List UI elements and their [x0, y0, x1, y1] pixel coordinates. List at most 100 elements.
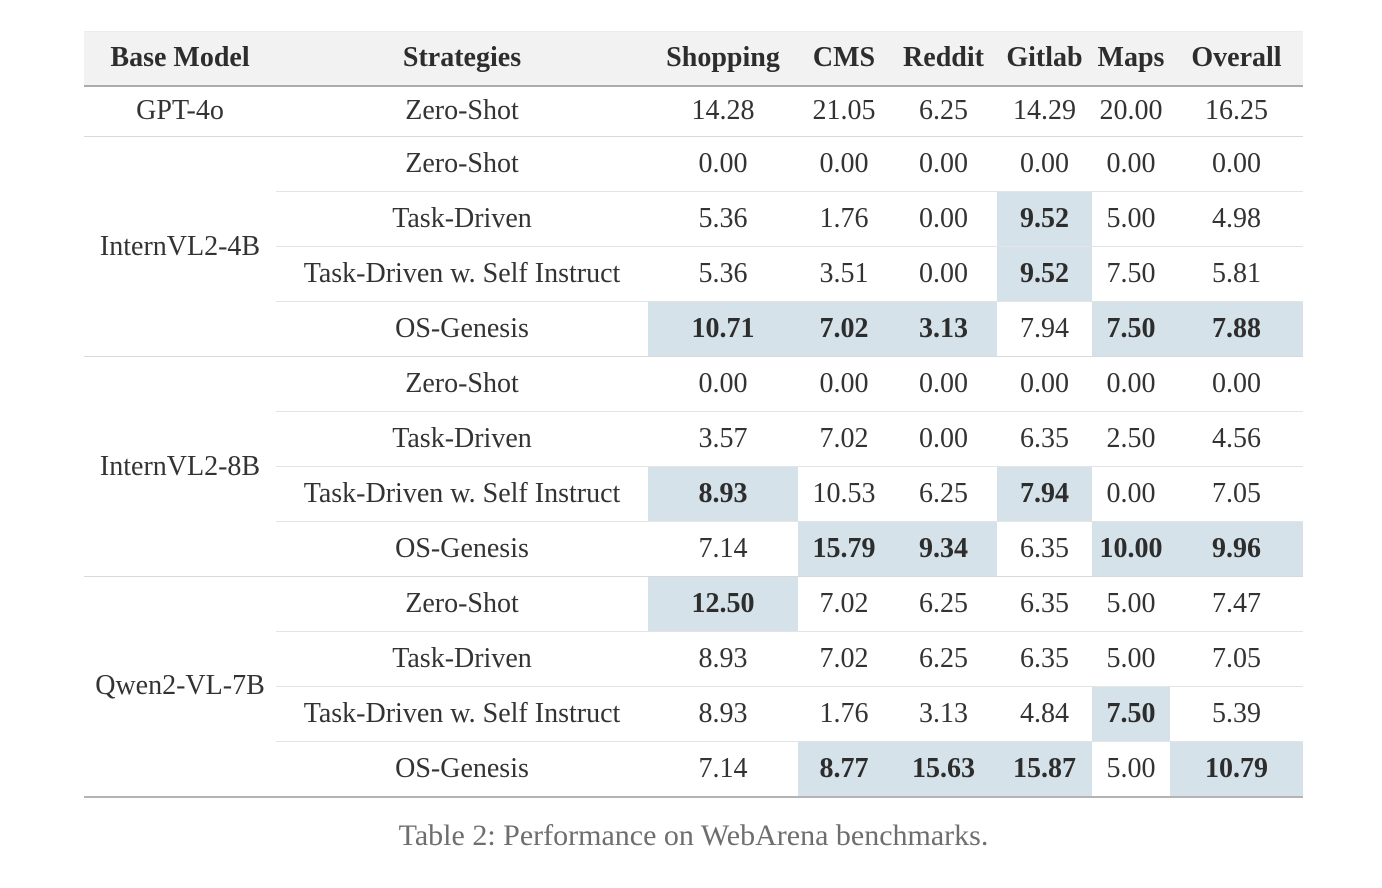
value-cell-best: 15.79 [798, 521, 890, 577]
value-cell: 0.00 [1170, 136, 1303, 192]
value-cell-best: 7.02 [798, 301, 890, 357]
value-cell-best: 15.87 [997, 741, 1092, 797]
model-cell-internvl2-4b: InternVL2-4B [84, 136, 276, 357]
value-cell: 7.47 [1170, 576, 1303, 632]
column-header-cms: CMS [798, 31, 890, 87]
value-cell-best: 9.52 [997, 246, 1092, 302]
value-cell: 6.35 [997, 411, 1092, 467]
value-cell-best: 7.50 [1092, 686, 1170, 742]
value-cell: 8.93 [648, 686, 798, 742]
value-cell-best: 10.71 [648, 301, 798, 357]
value-cell: 7.05 [1170, 466, 1303, 522]
value-cell: 7.94 [997, 301, 1092, 357]
results-table: Base Model Strategies Shopping CMS Reddit Git… [84, 31, 1303, 798]
value-cell: 0.00 [648, 136, 798, 192]
value-cell-best: 9.34 [890, 521, 997, 577]
value-cell: 7.14 [648, 741, 798, 797]
value-cell: 5.00 [1092, 741, 1170, 797]
value-cell: 0.00 [890, 246, 997, 302]
strategy-cell: Task-Driven w. Self Instruct [276, 686, 648, 742]
column-header-shopping: Shopping [648, 31, 798, 87]
value-cell: 6.35 [997, 521, 1092, 577]
value-cell: 0.00 [798, 356, 890, 412]
value-cell: 3.13 [890, 686, 997, 742]
strategy-cell: Task-Driven w. Self Instruct [276, 466, 648, 522]
value-cell-best: 3.13 [890, 301, 997, 357]
table-body: GPT-4o Zero-Shot 14.28 21.05 6.25 14.29 20.00 1… [84, 86, 1303, 797]
value-cell: 0.00 [997, 356, 1092, 412]
value-cell: 5.39 [1170, 686, 1303, 742]
value-cell: 3.57 [648, 411, 798, 467]
value-cell-best: 7.94 [997, 466, 1092, 522]
value-cell: 6.25 [890, 466, 997, 522]
value-cell: 2.50 [1092, 411, 1170, 467]
value-cell: 0.00 [1092, 136, 1170, 192]
strategy-cell: OS-Genesis [276, 301, 648, 357]
value-cell: 6.25 [890, 631, 997, 687]
value-cell: 7.02 [798, 631, 890, 687]
value-cell: 0.00 [648, 356, 798, 412]
value-cell: 5.00 [1092, 631, 1170, 687]
value-cell: 14.28 [691, 95, 755, 127]
value-cell: 5.00 [1092, 191, 1170, 247]
value-cell: 0.00 [890, 136, 997, 192]
value-cell: 7.14 [648, 521, 798, 577]
value-cell: 5.36 [648, 191, 798, 247]
value-cell-best: 15.63 [890, 741, 997, 797]
column-header-overall: Overall [1170, 31, 1303, 87]
value-cell: 4.56 [1170, 411, 1303, 467]
value-cell: 0.00 [798, 136, 890, 192]
value-cell-best: 9.96 [1170, 521, 1303, 577]
value-cell: 1.76 [798, 686, 890, 742]
value-cell: 6.35 [997, 576, 1092, 632]
value-cell-best: 8.93 [648, 466, 798, 522]
column-header-gitlab: Gitlab [997, 31, 1092, 87]
value-cell: 0.00 [1170, 356, 1303, 412]
strategy-cell: Zero-Shot [276, 356, 648, 412]
value-cell: 0.00 [997, 136, 1092, 192]
value-cell: 8.93 [648, 631, 798, 687]
table-container: Base Model Strategies Shopping CMS Reddit Git… [84, 31, 1303, 853]
value-cell-best: 8.77 [798, 741, 890, 797]
value-cell: 0.00 [890, 191, 997, 247]
strategy-cell: Zero-Shot [405, 95, 519, 127]
value-cell: 16.25 [1205, 95, 1268, 127]
model-cell-internvl2-8b: InternVL2-8B [84, 356, 276, 577]
value-cell-best: 7.88 [1170, 301, 1303, 357]
strategy-cell: Task-Driven w. Self Instruct [276, 246, 648, 302]
value-cell: 6.35 [997, 631, 1092, 687]
value-cell: 5.81 [1170, 246, 1303, 302]
value-cell: 14.29 [1013, 95, 1076, 127]
strategy-cell: Task-Driven [276, 411, 648, 467]
value-cell: 6.25 [890, 576, 997, 632]
strategy-cell: Task-Driven [276, 631, 648, 687]
table-caption: Table 2: Performance on WebArena benchma… [398, 818, 989, 852]
strategy-cell: OS-Genesis [276, 741, 648, 797]
value-cell: 7.05 [1170, 631, 1303, 687]
strategy-cell: Zero-Shot [276, 576, 648, 632]
value-cell: 5.36 [648, 246, 798, 302]
value-cell: 0.00 [890, 356, 997, 412]
value-cell-best: 7.50 [1092, 301, 1170, 357]
value-cell-best: 9.52 [997, 191, 1092, 247]
value-cell: 7.50 [1092, 246, 1170, 302]
value-cell: 3.51 [798, 246, 890, 302]
model-cell-qwen2-vl-7b: Qwen2-VL-7B [84, 576, 276, 797]
value-cell: 4.98 [1170, 191, 1303, 247]
value-cell: 0.00 [1092, 356, 1170, 412]
table-header: Base Model Strategies Shopping CMS Reddit Git… [84, 31, 1303, 87]
value-cell-best: 10.79 [1170, 741, 1303, 797]
value-cell: 1.76 [798, 191, 890, 247]
column-header-reddit: Reddit [890, 31, 997, 87]
value-cell: 6.25 [919, 95, 968, 127]
value-cell: 0.00 [1092, 466, 1170, 522]
strategy-cell: OS-Genesis [276, 521, 648, 577]
value-cell: 5.00 [1092, 576, 1170, 632]
value-cell: 10.53 [798, 466, 890, 522]
value-cell: 7.02 [798, 411, 890, 467]
column-header-maps: Maps [1092, 31, 1170, 87]
column-header-base-model: Base Model [84, 31, 276, 87]
strategy-cell: Task-Driven [276, 191, 648, 247]
strategy-cell: Zero-Shot [276, 136, 648, 192]
model-cell-gpt-4o: GPT-4o [136, 95, 224, 127]
